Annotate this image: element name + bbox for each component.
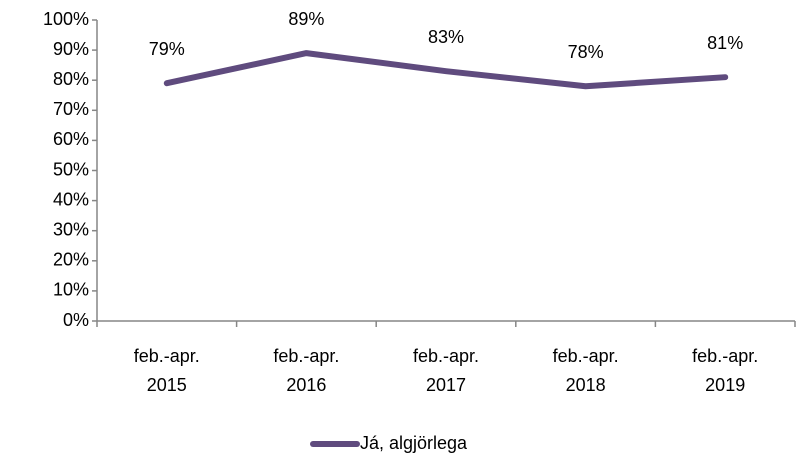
x-tick-label: feb.-apr. — [692, 346, 758, 366]
x-tick-label: feb.-apr. — [553, 346, 619, 366]
y-tick-label: 0% — [63, 310, 89, 330]
y-tick-label: 30% — [53, 219, 89, 239]
x-tick-label: feb.-apr. — [273, 346, 339, 366]
y-tick-label: 90% — [53, 39, 89, 59]
x-tick-label: 2016 — [286, 375, 326, 395]
data-label: 83% — [428, 27, 464, 47]
y-tick-label: 60% — [53, 129, 89, 149]
data-label: 78% — [568, 42, 604, 62]
data-label: 79% — [149, 39, 185, 59]
y-tick-label: 10% — [53, 280, 89, 300]
x-tick-label: 2015 — [147, 375, 187, 395]
data-label: 81% — [707, 33, 743, 53]
y-tick-label: 70% — [53, 99, 89, 119]
x-tick-label: feb.-apr. — [413, 346, 479, 366]
legend-label: Já, algjörlega — [360, 433, 468, 453]
y-tick-label: 50% — [53, 159, 89, 179]
data-label: 89% — [288, 9, 324, 29]
x-tick-label: 2019 — [705, 375, 745, 395]
y-tick-label: 20% — [53, 250, 89, 270]
y-tick-label: 40% — [53, 189, 89, 209]
x-tick-label: 2018 — [566, 375, 606, 395]
y-tick-label: 80% — [53, 69, 89, 89]
x-tick-label: feb.-apr. — [134, 346, 200, 366]
x-tick-label: 2017 — [426, 375, 466, 395]
series-line — [163, 50, 729, 90]
y-tick-label: 100% — [43, 9, 89, 29]
